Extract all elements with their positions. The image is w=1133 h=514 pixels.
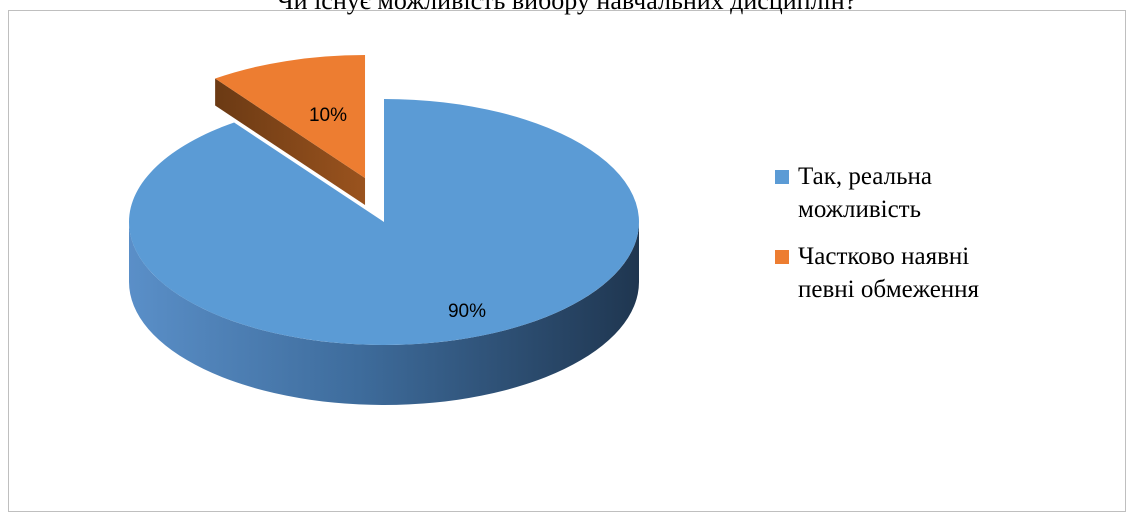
legend: Так, реальна можливість Частково наявні … [772,160,1112,320]
pie-slice-side-partial [215,78,366,206]
legend-label: певні обмеження [798,276,980,303]
legend-label: можливість [798,196,921,223]
legend-entry-yes: Так, реальна можливість [772,160,1112,226]
legend-entry-partial: Частково наявні певні обмеження [772,240,1112,306]
legend-label: Так, реальна [798,163,932,190]
data-label-yes: 90% [448,301,486,322]
chart-title: Чи існує можливість вибору навчальних ди… [276,0,857,15]
pie-slice-partial [215,55,366,179]
pie-slice-side-yes [129,222,639,405]
legend-swatch-orange [775,250,789,264]
legend-label: Частково наявні [798,243,970,270]
pie-slice-yes [129,99,639,345]
data-label-partial: 10% [309,105,347,126]
legend-swatch-blue [775,170,789,184]
